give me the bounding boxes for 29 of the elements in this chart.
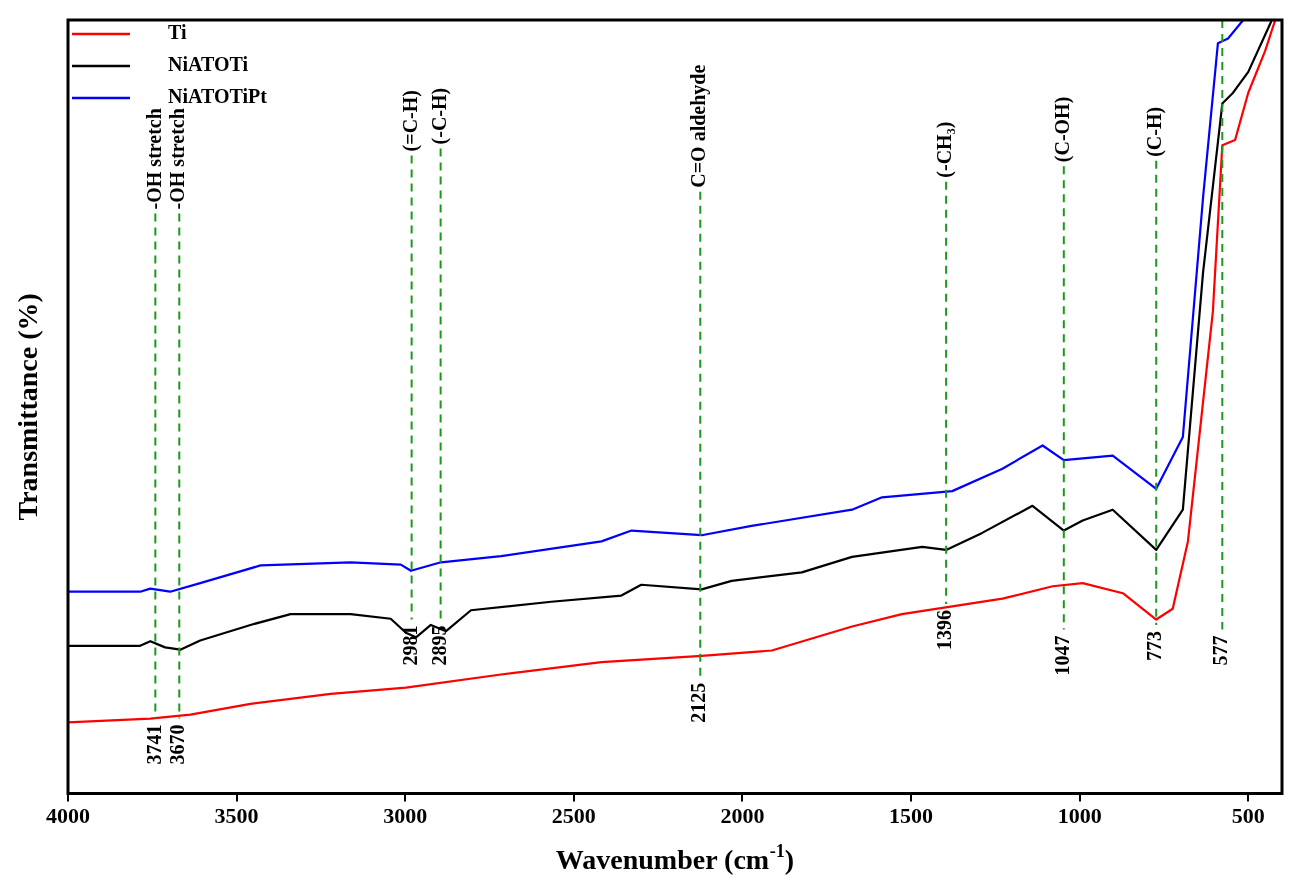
annotation: 2981	[398, 625, 421, 666]
annotation: (C-H)	[1143, 106, 1167, 157]
annotation: 773	[1143, 630, 1166, 661]
x-tick-label: 500	[1231, 803, 1265, 829]
x-tick-label: 4000	[46, 803, 90, 829]
annotation: (=C-H)	[398, 89, 422, 152]
y-axis-title: Transmittance (%)	[12, 293, 44, 521]
x-tick-label: 2500	[551, 803, 596, 829]
annotation: -OH stretch	[142, 108, 165, 210]
annotation: C=O aldehyde	[687, 64, 711, 188]
annotation: (C-OH)	[1050, 96, 1074, 163]
annotation: (-CH₃)	[933, 121, 957, 178]
annotation: 3741	[142, 724, 165, 765]
x-tick-label: 1500	[889, 803, 934, 829]
annotation: (-C-H)	[427, 87, 451, 145]
legend-label: NiATOTiPt	[168, 85, 268, 108]
x-tick-label: 3000	[383, 803, 428, 829]
x-tick-label: 1000	[1057, 803, 1102, 829]
annotation: 2895	[427, 625, 450, 666]
annotation: 1396	[933, 610, 956, 651]
x-tick-label: 3500	[214, 803, 259, 829]
annotation: -OH stretch	[166, 108, 189, 210]
legend-label: Ti	[168, 21, 187, 44]
x-tick-label: 2000	[720, 803, 765, 829]
annotation: 2125	[687, 682, 710, 723]
annotation: 3670	[166, 724, 189, 765]
annotation: 577	[1209, 635, 1232, 666]
legend-label: NiATOTi	[168, 53, 249, 76]
annotation: 1047	[1050, 635, 1073, 676]
